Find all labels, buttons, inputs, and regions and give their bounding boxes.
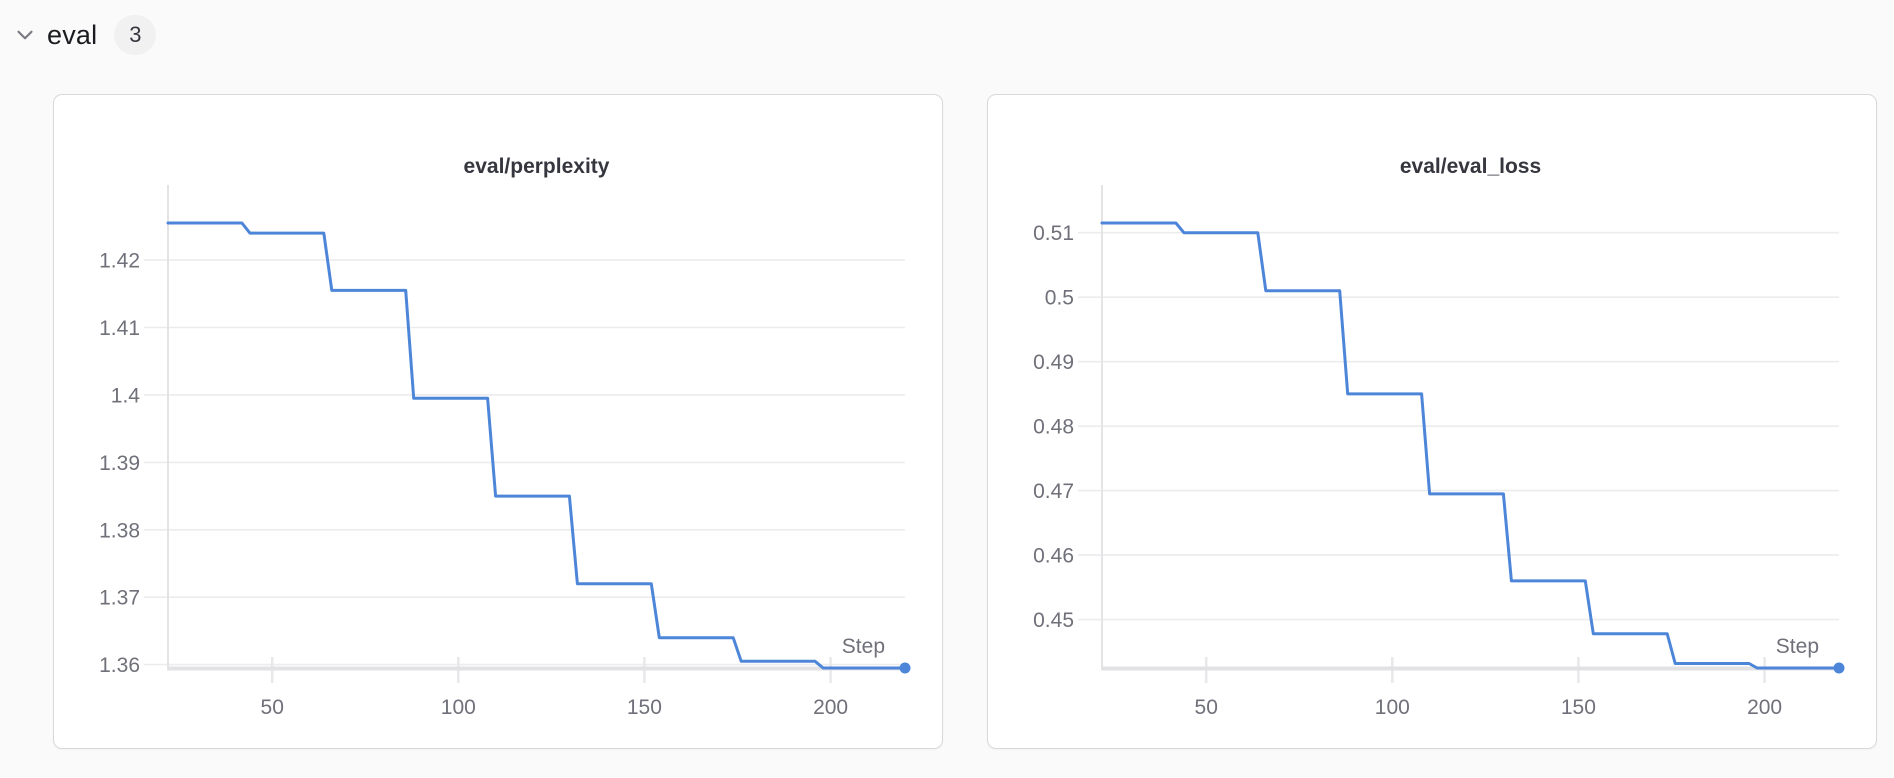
svg-text:0.45: 0.45 [1033, 609, 1074, 632]
svg-text:50: 50 [1195, 696, 1218, 719]
chart-title: eval/perplexity [463, 155, 610, 178]
svg-text:Step: Step [1776, 635, 1819, 658]
line-chart-eval-loss[interactable]: 0.45 0.46 0.47 0.48 0.49 0.5 0.51 50 100 150 200 St… [988, 95, 1878, 750]
svg-text:1.37: 1.37 [99, 587, 140, 610]
svg-text:50: 50 [261, 696, 284, 719]
svg-text:1.41: 1.41 [99, 317, 140, 340]
svg-text:150: 150 [627, 696, 662, 719]
section-count-badge: 3 [114, 15, 157, 55]
svg-text:100: 100 [1375, 696, 1410, 719]
svg-text:1.4: 1.4 [111, 384, 141, 407]
svg-text:0.5: 0.5 [1045, 287, 1074, 310]
svg-text:0.51: 0.51 [1033, 222, 1074, 245]
chart-card-perplexity[interactable]: eval/perplexity 1.36 1.37 1.38 1.39 1.4 1.41 1… [53, 94, 943, 749]
svg-text:200: 200 [1747, 696, 1782, 719]
svg-text:200: 200 [813, 696, 848, 719]
svg-text:0.47: 0.47 [1033, 480, 1074, 503]
chart-title: eval/eval_loss [1399, 155, 1542, 178]
svg-text:1.42: 1.42 [99, 250, 140, 273]
svg-text:1.36: 1.36 [99, 654, 140, 677]
section-title[interactable]: eval [47, 19, 98, 50]
chart-card-eval-loss[interactable]: eval/eval_loss 0.45 0.46 0.47 0.48 0.49 0.5 0.… [987, 94, 1877, 749]
svg-text:1.39: 1.39 [99, 452, 140, 475]
section-header: eval 3 [12, 12, 157, 58]
svg-text:0.49: 0.49 [1033, 351, 1074, 374]
svg-text:100: 100 [441, 696, 476, 719]
svg-text:150: 150 [1561, 696, 1596, 719]
chevron-down-icon[interactable] [12, 22, 38, 48]
svg-text:1.38: 1.38 [99, 519, 140, 542]
svg-text:Step: Step [842, 635, 885, 658]
svg-text:0.48: 0.48 [1033, 416, 1074, 439]
svg-text:0.46: 0.46 [1033, 545, 1074, 568]
line-chart-perplexity[interactable]: 1.36 1.37 1.38 1.39 1.4 1.41 1.42 50 100 150 200 St… [54, 95, 944, 750]
